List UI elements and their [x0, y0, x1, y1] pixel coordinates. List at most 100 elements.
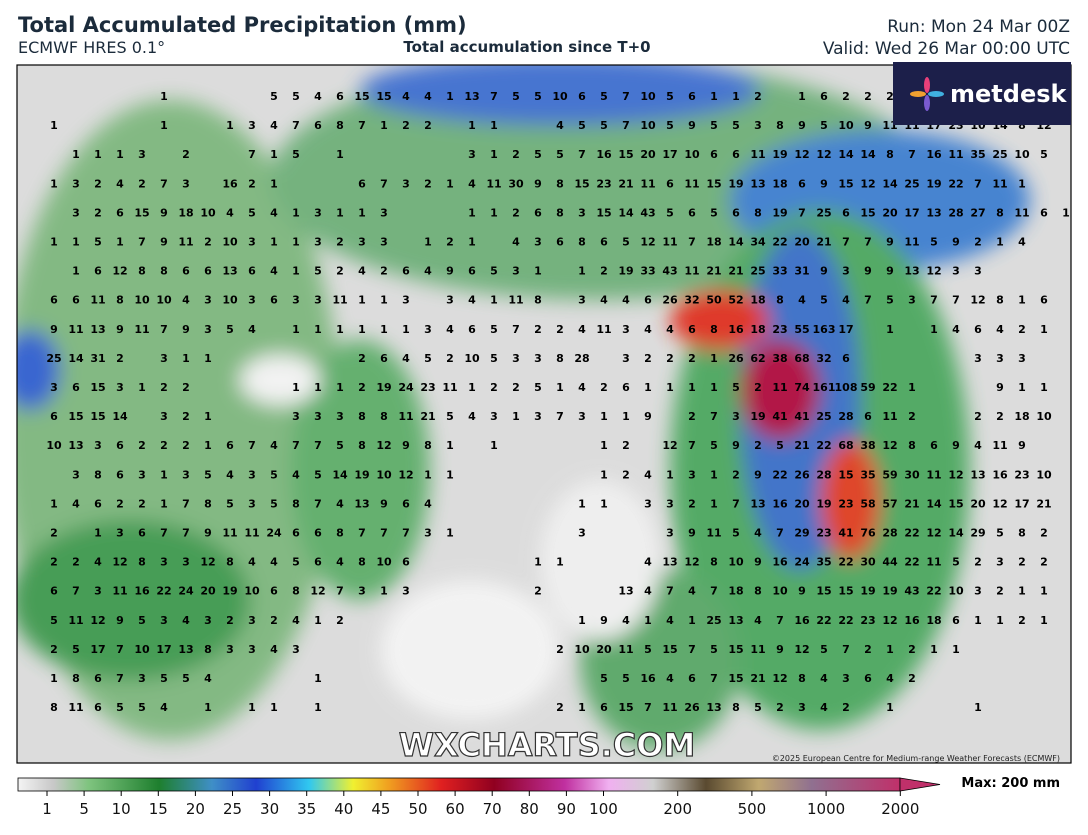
map-value: 33 [640, 265, 655, 278]
map-value: 2 [138, 497, 146, 510]
map-value: 12 [640, 236, 655, 249]
map-value: 1 [446, 468, 454, 481]
map-value: 3 [248, 294, 256, 307]
map-value: 10 [464, 352, 480, 365]
map-value: 4 [182, 614, 190, 627]
map-value: 1 [468, 119, 476, 132]
map-value: 1 [204, 352, 212, 365]
map-value: 1 [490, 439, 498, 452]
map-value: 20 [794, 236, 810, 249]
map-value: 1 [314, 381, 322, 394]
map-value: 3 [160, 614, 168, 627]
map-value: 3 [402, 177, 410, 190]
map-value: 2 [776, 701, 784, 714]
map-value: 3 [842, 672, 850, 685]
map-value: 4 [402, 352, 410, 365]
map-value: 5 [160, 672, 168, 685]
map-value: 12 [970, 294, 985, 307]
map-value: 5 [666, 206, 674, 219]
map-value: 2 [556, 643, 564, 656]
map-value: 12 [112, 556, 127, 569]
map-value: 8 [94, 468, 102, 481]
map-value: 1 [380, 119, 388, 132]
map-value: 21 [420, 410, 435, 423]
map-value: 8 [336, 119, 344, 132]
map-value: 4 [512, 236, 520, 249]
map-value: 1 [1062, 206, 1070, 219]
map-value: 4 [644, 323, 652, 336]
map-value: 9 [116, 614, 124, 627]
map-value: 2 [908, 672, 916, 685]
map-value: 1 [292, 206, 300, 219]
map-value: 13 [90, 323, 105, 336]
map-value: 13 [926, 206, 941, 219]
map-value: 13 [904, 265, 919, 278]
map-value: 11 [112, 585, 127, 598]
map-value: 25 [750, 265, 765, 278]
map-value: 5 [1040, 148, 1048, 161]
map-value: 19 [354, 468, 369, 481]
map-value: 9 [732, 439, 740, 452]
map-value: 10 [772, 585, 788, 598]
map-value: 8 [1018, 119, 1026, 132]
map-value: 11 [882, 410, 897, 423]
map-value: 18 [728, 585, 743, 598]
map-value: 15 [574, 177, 589, 190]
map-value: 1 [1040, 381, 1048, 394]
map-value: 5 [732, 119, 740, 132]
map-value: 3 [908, 294, 916, 307]
map-value: 25 [816, 410, 831, 423]
map-value: 3 [1018, 352, 1026, 365]
map-value: 19 [772, 206, 787, 219]
map-value: 1 [402, 323, 410, 336]
map-value: 1 [996, 614, 1004, 627]
map-value: 1 [314, 672, 322, 685]
map-value: 17 [90, 643, 105, 656]
map-value: 29 [794, 527, 809, 540]
map-value: 11 [992, 177, 1007, 190]
map-value: 7 [380, 177, 388, 190]
map-value: 2 [534, 585, 542, 598]
map-value: 21 [1036, 497, 1051, 510]
map-value: 1 [1040, 614, 1048, 627]
map-value: 4 [336, 556, 344, 569]
map-value: 6 [600, 236, 608, 249]
map-value: 68 [794, 352, 809, 365]
map-value: 1 [226, 119, 234, 132]
map-value: 2 [182, 148, 190, 161]
map-value: 13 [662, 556, 677, 569]
map-value: 7 [688, 439, 696, 452]
map-value: 59 [882, 468, 897, 481]
map-value: 22 [838, 556, 853, 569]
colorbar-tick-label: 20 [186, 800, 205, 818]
map-value: 7 [578, 148, 586, 161]
map-value: 5 [732, 527, 740, 540]
map-value: 1 [534, 556, 542, 569]
map-value: 1 [72, 236, 80, 249]
map-value: 1 [468, 236, 476, 249]
map-value: 6 [336, 90, 344, 103]
map-value: 7 [732, 497, 740, 510]
map-value: 1 [886, 701, 894, 714]
map-value: 21 [816, 236, 831, 249]
map-value: 43 [640, 206, 655, 219]
map-value: 16 [904, 614, 920, 627]
map-value: 14 [838, 148, 854, 161]
colorbar-tick-label: 15 [149, 800, 168, 818]
map-value: 1 [534, 265, 542, 278]
map-value: 13 [728, 614, 743, 627]
map-value: 3 [182, 556, 190, 569]
map-value: 3 [358, 585, 366, 598]
map-value: 1 [578, 701, 586, 714]
map-value: 3 [666, 527, 674, 540]
map-value: 10 [244, 585, 260, 598]
map-value: 32 [684, 294, 699, 307]
map-value: 6 [402, 497, 410, 510]
map-value: 4 [204, 672, 212, 685]
map-value: 1 [248, 701, 256, 714]
map-value: 18 [750, 294, 765, 307]
run: Run: Mon 24 Mar 00Z [887, 17, 1070, 37]
map-value: 2 [490, 381, 498, 394]
map-value: 1 [358, 323, 366, 336]
map-value: 10 [134, 294, 150, 307]
